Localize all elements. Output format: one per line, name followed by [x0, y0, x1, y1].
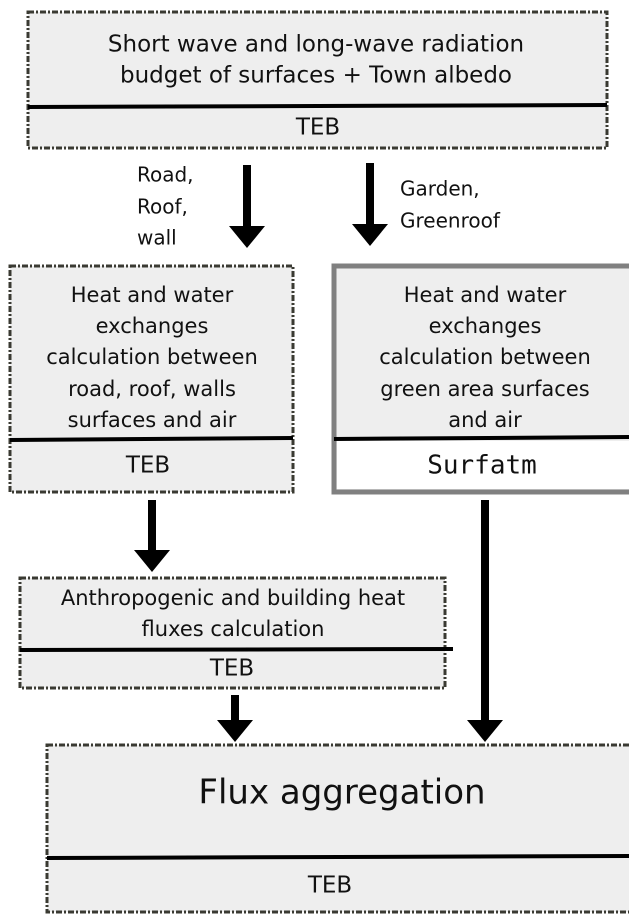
node-aggregation: Flux aggregation TEB [45, 743, 629, 914]
arrows [134, 163, 503, 742]
node-text: Anthropogenic and building heat [61, 586, 405, 610]
node-model: TEB [125, 453, 170, 479]
node-box [18, 576, 447, 690]
node-text: fluxes calculation [142, 617, 325, 641]
arrow-head [217, 720, 253, 742]
node-model: TEB [209, 656, 254, 682]
edge-label: Road, [137, 163, 194, 187]
node-text: Heat and water [71, 283, 234, 307]
node-text: Short wave and long-wave radiation [108, 32, 524, 58]
arrow-head [134, 550, 170, 572]
edge-label: wall [137, 226, 177, 250]
node-box [8, 264, 295, 494]
node-text: Flux aggregation [198, 773, 485, 813]
node-text: green area surfaces [380, 377, 589, 401]
node-anthropogenic: Anthropogenic and building heat fluxes c… [18, 576, 454, 690]
node-text: Heat and water [404, 283, 567, 307]
divider [46, 854, 629, 860]
node-text: exchanges [96, 314, 209, 338]
node-text: road, roof, walls [68, 377, 236, 401]
node-box [45, 743, 629, 914]
node-teb-exchange: Heat and water exchanges calculation bet… [8, 264, 295, 494]
arrow-head [467, 720, 503, 742]
divider [27, 103, 608, 109]
arrow-head [352, 224, 388, 246]
node-radiation: Short wave and long-wave radiation budge… [26, 10, 609, 150]
node-text: calculation between [46, 345, 258, 369]
node-model: TEB [307, 873, 352, 899]
node-text: and air [448, 408, 522, 432]
divider [9, 436, 294, 442]
node-text: surfaces and air [68, 408, 237, 432]
model-panel [337, 441, 629, 489]
edge-label: Greenroof [400, 209, 501, 233]
node-model: Surfatm [427, 451, 537, 481]
arrow-head [229, 226, 265, 248]
edge-label: Garden, [400, 177, 480, 201]
node-surfatm-exchange: Heat and water exchanges calculation bet… [331, 263, 629, 495]
edge-label: Roof, [137, 195, 188, 219]
divider [19, 647, 454, 652]
node-text: budget of surfaces + Town albedo [120, 63, 512, 89]
node-model: TEB [295, 115, 340, 141]
node-box [26, 10, 609, 150]
node-text: exchanges [429, 314, 542, 338]
node-text: calculation between [379, 345, 591, 369]
divider [333, 435, 629, 441]
